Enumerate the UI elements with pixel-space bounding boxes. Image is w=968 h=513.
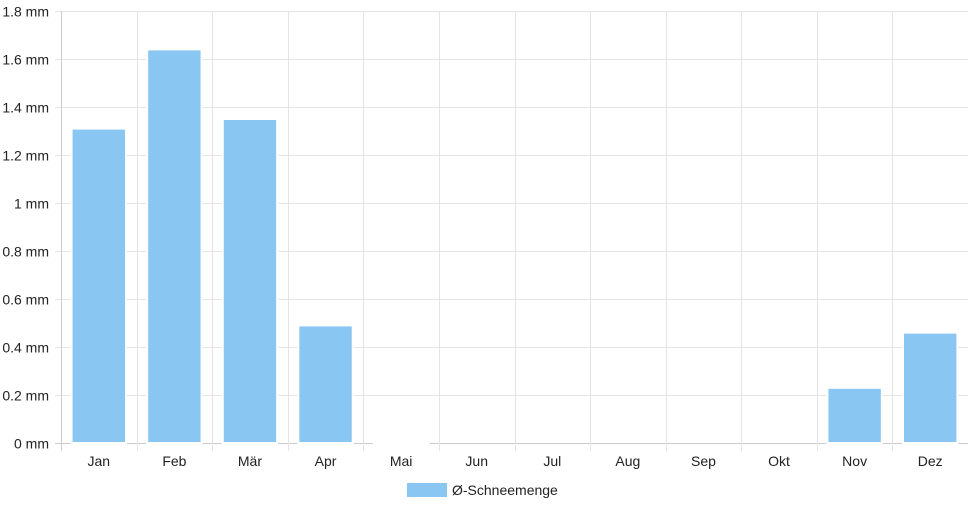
bar-feb[interactable] [146,48,203,445]
x-tick-label: Jun [465,453,488,469]
x-tick-label: Apr [315,453,337,469]
x-tick-label: Feb [162,453,186,469]
x-tick-label: Mär [238,453,262,469]
y-tick-label: 1 mm [14,196,49,212]
bar-apr[interactable] [297,324,354,444]
bar-mai[interactable] [372,441,430,445]
bar-layer [70,48,959,445]
x-tick-label: Mai [390,453,413,469]
y-tick-label: 0.8 mm [2,244,49,260]
y-tick-label: 0.4 mm [2,340,49,356]
y-tick-label: 1.6 mm [2,52,49,68]
y-tick-label: 0.6 mm [2,292,49,308]
x-tick-label: Okt [768,453,790,469]
x-tick-label: Dez [918,453,943,469]
y-tick-label: 0 mm [14,436,49,452]
x-tick-label: Jul [543,453,561,469]
legend-swatch[interactable] [407,483,447,497]
y-tick-label: 1.8 mm [2,4,49,20]
bar-nov[interactable] [826,386,883,444]
x-tick-label: Nov [842,453,867,469]
x-tick-label: Sep [691,453,716,469]
x-tick-label: Aug [615,453,640,469]
y-tick-label: 1.4 mm [2,100,49,116]
legend[interactable]: Ø-Schneemenge [407,482,558,498]
x-tick-label: Jan [88,453,111,469]
bar-jan[interactable] [70,127,128,444]
y-tick-label: 0.2 mm [2,388,49,404]
bar-mär[interactable] [221,118,279,444]
axis-layer: 0 mm 0.2 mm 0.4 mm 0.6 mm 0.8 mm 1 mm 1.2 mm 1.… [2,4,942,470]
legend-label[interactable]: Ø-Schneemenge [452,482,558,498]
grid-layer [55,11,968,451]
bar-dez[interactable] [901,331,959,445]
y-tick-label: 1.2 mm [2,148,49,164]
